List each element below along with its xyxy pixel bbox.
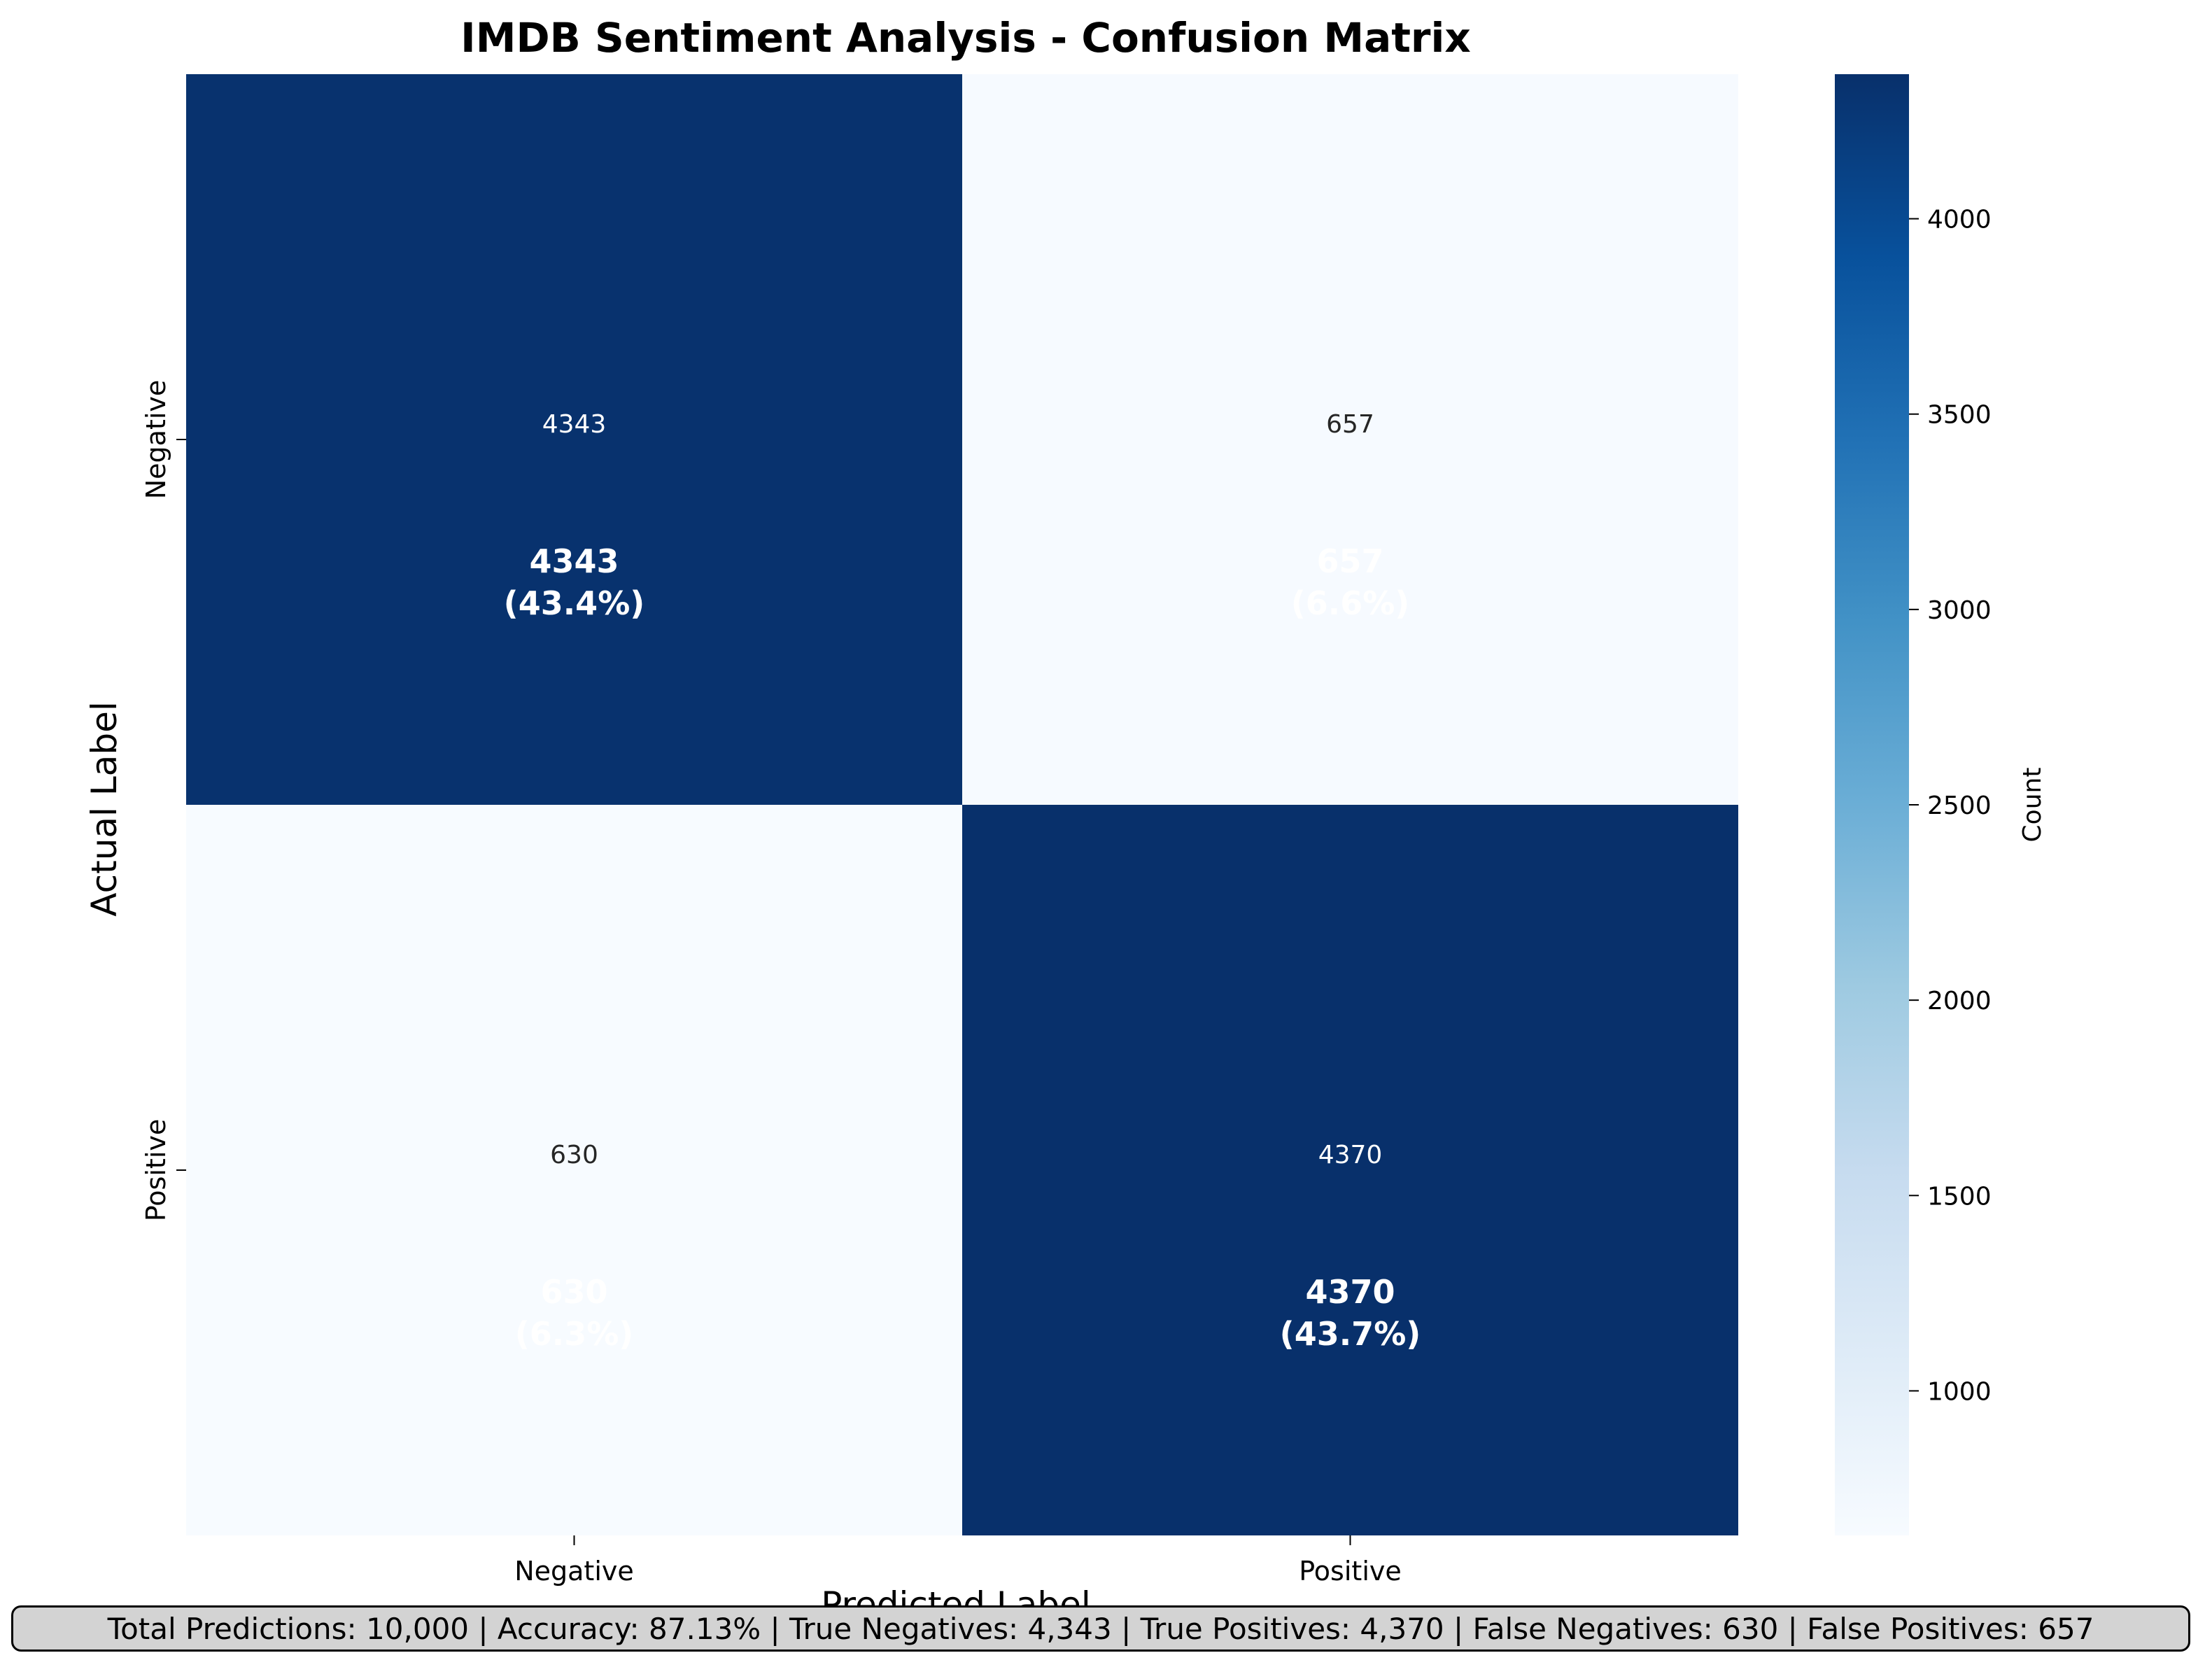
y-tick-label: Positive	[141, 1119, 171, 1222]
cell-percent-annotation: (6.3%)	[515, 1315, 634, 1353]
colorbar-gradient	[1835, 74, 1909, 1535]
cell-value-label: 4370	[1318, 1141, 1383, 1169]
colorbar-tick-label: 4000	[1927, 206, 1992, 234]
colorbar: 1000 1500 2000 2500 3000 3500 4000 Count	[1835, 74, 2047, 1535]
y-tick-label: Negative	[141, 380, 171, 500]
heatmap-cell	[186, 74, 962, 805]
colorbar-label: Count	[2018, 768, 2047, 843]
summary-box: Total Predictions: 10,000 | Accuracy: 87…	[11, 1605, 2190, 1652]
cell-count-annotation: 4343	[529, 542, 619, 580]
colorbar-tick-label: 1000	[1927, 1377, 1992, 1406]
summary-text: Total Predictions: 10,000 | Accuracy: 87…	[107, 1611, 2094, 1646]
colorbar-tick-label: 1500	[1927, 1182, 1992, 1211]
y-axis-label: Actual Label	[84, 701, 125, 916]
x-tick-label: Negative	[514, 1556, 634, 1587]
x-tick-label: Positive	[1299, 1556, 1402, 1587]
chart-title: IMDB Sentiment Analysis - Confusion Matr…	[460, 14, 1471, 62]
cell-count-annotation: 630	[540, 1273, 607, 1311]
colorbar-tick-label: 2000	[1927, 987, 1992, 1015]
cell-value-label: 657	[1326, 410, 1374, 439]
cell-count-annotation: 657	[1316, 542, 1383, 580]
colorbar-tick-label: 3000	[1927, 596, 1992, 625]
cell-value-label: 4343	[542, 410, 607, 439]
colorbar-tick-label: 2500	[1927, 792, 1992, 820]
cell-count-annotation: 4370	[1305, 1273, 1395, 1311]
heatmap-cell	[186, 805, 962, 1535]
colorbar-tick-label: 3500	[1927, 401, 1992, 430]
heatmap-cell	[962, 805, 1738, 1535]
cell-percent-annotation: (6.6%)	[1291, 584, 1410, 622]
cell-percent-annotation: (43.7%)	[1280, 1315, 1421, 1353]
cell-value-label: 630	[550, 1141, 598, 1169]
cell-percent-annotation: (43.4%)	[504, 584, 645, 622]
heatmap-cell	[962, 74, 1738, 805]
